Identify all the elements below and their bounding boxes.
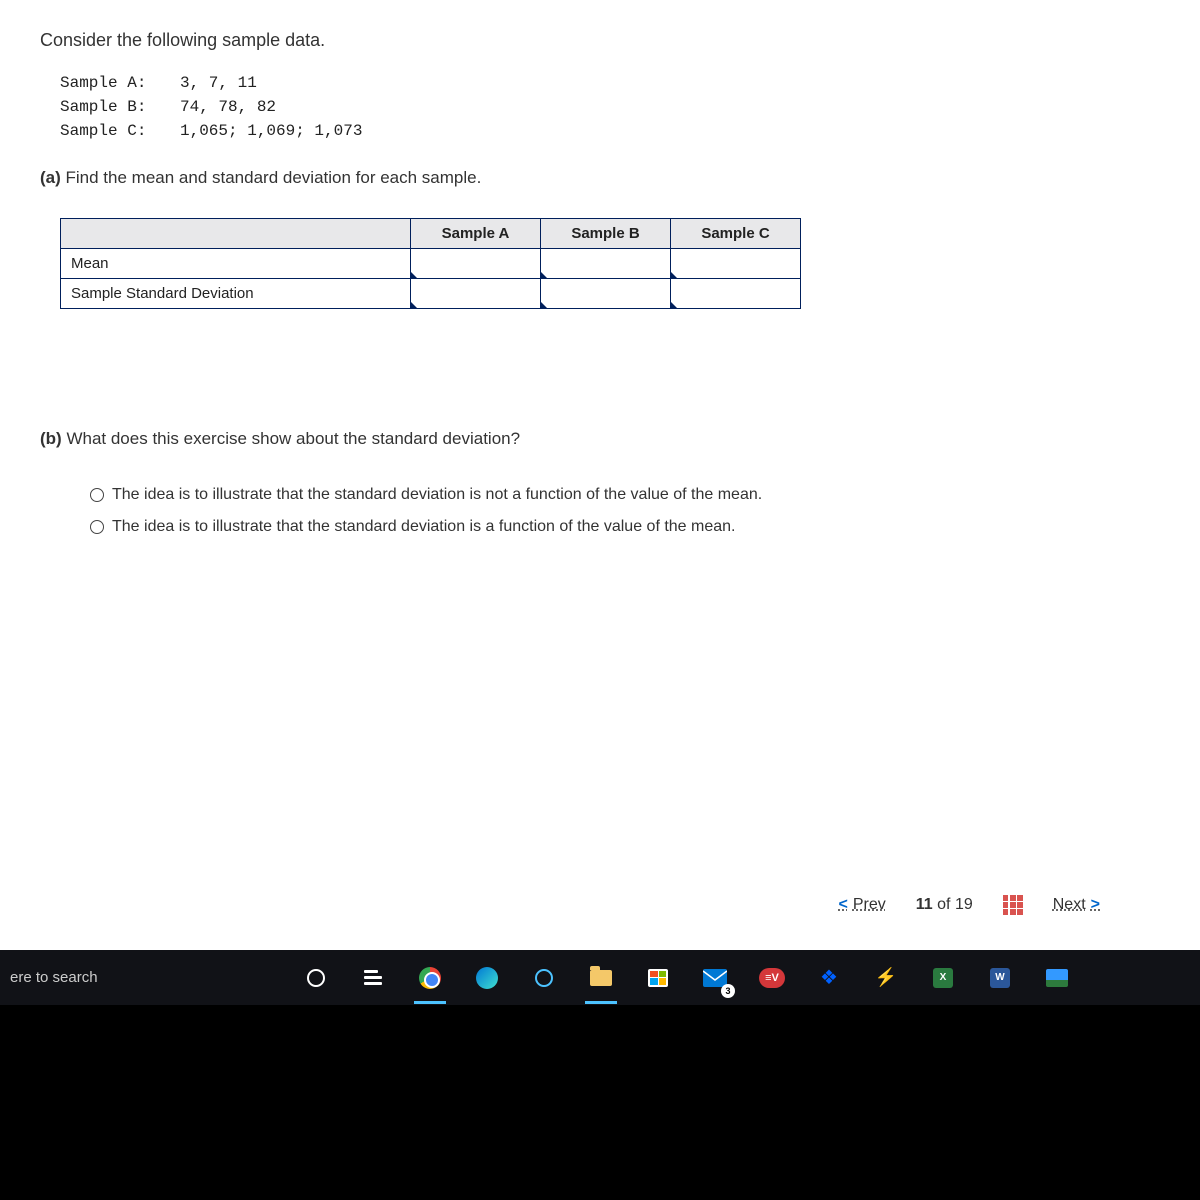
sample-row: Sample A: 3, 7, 11	[60, 71, 1160, 95]
progress-indicator: 11 of 19	[916, 896, 973, 914]
chevron-left-icon: <	[839, 896, 848, 914]
current-page: 11	[916, 896, 933, 913]
part-b-section: (b) What does this exercise show about t…	[40, 429, 1160, 543]
sample-row: Sample C: 1,065; 1,069; 1,073	[60, 119, 1160, 143]
sample-b-label: Sample B:	[60, 95, 180, 119]
part-b-label: (b) What does this exercise show about t…	[40, 429, 1160, 449]
next-label: Next	[1053, 896, 1086, 914]
table-header-c: Sample C	[671, 219, 801, 249]
excel-icon[interactable]: X	[927, 962, 959, 994]
search-input[interactable]: ere to search	[0, 969, 280, 986]
input-mean-a[interactable]	[411, 249, 541, 279]
radio-icon[interactable]	[90, 520, 104, 534]
dropbox-icon[interactable]: ❖	[813, 962, 845, 994]
prev-button[interactable]: < Prev	[839, 896, 886, 914]
task-view-icon[interactable]	[357, 962, 389, 994]
sample-data-block: Sample A: 3, 7, 11 Sample B: 74, 78, 82 …	[60, 71, 1160, 143]
question-intro: Consider the following sample data.	[40, 30, 1160, 51]
part-a-label: (a) Find the mean and standard deviation…	[40, 168, 1160, 188]
chrome-icon[interactable]	[414, 962, 446, 994]
word-icon[interactable]: W	[984, 962, 1016, 994]
input-std-b[interactable]	[541, 279, 671, 309]
sample-a-values: 3, 7, 11	[180, 71, 257, 95]
taskbar: ere to search 3 ≡V ❖ ⚡ X W	[0, 950, 1200, 1005]
option-2-label: The idea is to illustrate that the stand…	[112, 511, 736, 543]
table-header-a: Sample A	[411, 219, 541, 249]
table-row: Sample Standard Deviation	[61, 279, 801, 309]
sample-c-values: 1,065; 1,069; 1,073	[180, 119, 362, 143]
row-std-label: Sample Standard Deviation	[61, 279, 411, 309]
table-row: Mean	[61, 249, 801, 279]
input-mean-b[interactable]	[541, 249, 671, 279]
taskbar-icons: 3 ≡V ❖ ⚡ X W	[300, 962, 1073, 994]
ms-store-icon[interactable]	[642, 962, 674, 994]
total-pages: 19	[955, 896, 973, 913]
edge-icon[interactable]	[471, 962, 503, 994]
table-header-b: Sample B	[541, 219, 671, 249]
option-1[interactable]: The idea is to illustrate that the stand…	[90, 479, 1160, 511]
chevron-right-icon: >	[1091, 896, 1100, 914]
options-group: The idea is to illustrate that the stand…	[90, 479, 1160, 543]
app-icon[interactable]: ≡V	[756, 962, 788, 994]
table-header-row: Sample A Sample B Sample C	[61, 219, 801, 249]
input-std-a[interactable]	[411, 279, 541, 309]
question-content: Consider the following sample data. Samp…	[0, 0, 1200, 950]
cortana-circle-icon[interactable]	[528, 962, 560, 994]
input-std-c[interactable]	[671, 279, 801, 309]
option-1-label: The idea is to illustrate that the stand…	[112, 479, 762, 511]
radio-icon[interactable]	[90, 488, 104, 502]
sample-a-label: Sample A:	[60, 71, 180, 95]
next-button[interactable]: Next >	[1053, 896, 1100, 914]
grid-view-button[interactable]	[1003, 895, 1023, 915]
sample-c-label: Sample C:	[60, 119, 180, 143]
nav-footer: < Prev 11 of 19 Next >	[839, 895, 1100, 915]
sample-row: Sample B: 74, 78, 82	[60, 95, 1160, 119]
row-mean-label: Mean	[61, 249, 411, 279]
mail-icon[interactable]: 3	[699, 962, 731, 994]
below-screen	[0, 1005, 1200, 1200]
option-2[interactable]: The idea is to illustrate that the stand…	[90, 511, 1160, 543]
table-header-blank	[61, 219, 411, 249]
sample-b-values: 74, 78, 82	[180, 95, 276, 119]
input-mean-c[interactable]	[671, 249, 801, 279]
answer-table: Sample A Sample B Sample C Mean Sample S…	[60, 218, 801, 309]
photos-icon[interactable]	[1041, 962, 1073, 994]
prev-label: Prev	[853, 896, 886, 914]
file-explorer-icon[interactable]	[585, 962, 617, 994]
mail-badge: 3	[721, 984, 735, 998]
of-label: of	[937, 896, 950, 913]
cortana-icon[interactable]	[300, 962, 332, 994]
bolt-icon[interactable]: ⚡	[870, 962, 902, 994]
